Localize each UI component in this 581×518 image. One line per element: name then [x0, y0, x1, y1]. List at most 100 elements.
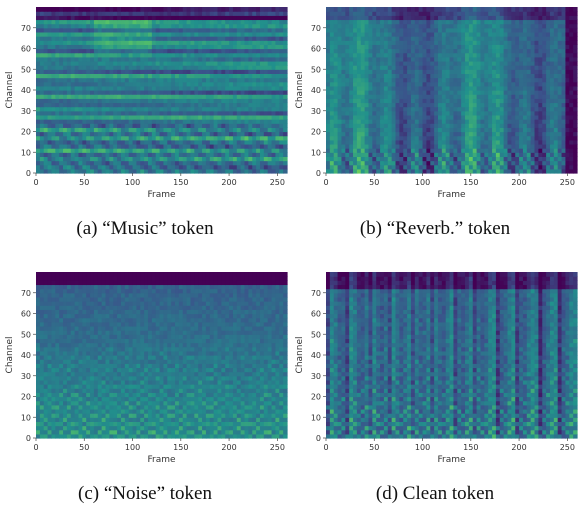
- heatmap-cell: [210, 73, 214, 78]
- heatmap-cell: [233, 90, 237, 95]
- heatmap-cell: [179, 156, 183, 161]
- heatmap-cell: [98, 98, 102, 103]
- heatmap-cell: [326, 136, 330, 141]
- heatmap-cell: [51, 49, 55, 54]
- heatmap-cell: [82, 148, 86, 153]
- heatmap-cell: [194, 136, 198, 141]
- heatmap-cell: [527, 102, 531, 107]
- heatmap-cell: [565, 148, 569, 153]
- heatmap-cell: [102, 61, 106, 66]
- heatmap-cell: [453, 61, 457, 66]
- heatmap-cell: [496, 61, 500, 66]
- heatmap-cell: [59, 86, 63, 91]
- heatmap-cell: [283, 123, 287, 128]
- heatmap-cell: [365, 49, 369, 54]
- heatmap-cell: [542, 78, 546, 83]
- heatmap-cell: [376, 165, 380, 170]
- heatmap-cell: [98, 119, 102, 124]
- heatmap-cell: [256, 19, 260, 24]
- heatmap-cell: [477, 132, 481, 137]
- heatmap-cell: [75, 61, 79, 66]
- heatmap-cell: [334, 152, 338, 157]
- heatmap-cell: [372, 65, 376, 70]
- heatmap-cell: [179, 65, 183, 70]
- heatmap-cell: [538, 57, 542, 62]
- heatmap-cell: [477, 69, 481, 74]
- heatmap-cell: [357, 86, 361, 91]
- heatmap-cell: [106, 169, 110, 174]
- heatmap-cell: [163, 11, 167, 16]
- heatmap-cell: [531, 86, 535, 91]
- heatmap-cell: [492, 32, 496, 37]
- heatmap-cell: [179, 11, 183, 16]
- heatmap-cell: [229, 53, 233, 58]
- heatmap-cell: [86, 82, 90, 87]
- heatmap-cell: [210, 11, 214, 16]
- heatmap-cell: [326, 94, 330, 99]
- heatmap-cell: [504, 24, 508, 29]
- heatmap-cell: [106, 140, 110, 145]
- heatmap-cell: [125, 53, 129, 58]
- heatmap-cell: [59, 40, 63, 45]
- heatmap-cell: [368, 152, 372, 157]
- heatmap-cell: [245, 40, 249, 45]
- heatmap-cell: [163, 94, 167, 99]
- heatmap-cell: [515, 132, 519, 137]
- heatmap-cell: [268, 57, 272, 62]
- heatmap-cell: [469, 65, 473, 70]
- heatmap-cell: [248, 36, 252, 41]
- heatmap-cell: [210, 69, 214, 74]
- heatmap-cell: [167, 69, 171, 74]
- heatmap-cell: [117, 82, 121, 87]
- heatmap-cell: [264, 165, 268, 170]
- heatmap-cell: [504, 136, 508, 141]
- heatmap-cell: [365, 111, 369, 116]
- heatmap-cell: [565, 111, 569, 116]
- heatmap-cell: [457, 69, 461, 74]
- heatmap-cell: [194, 19, 198, 24]
- heatmap-cell: [399, 132, 403, 137]
- heatmap-cell: [450, 53, 454, 58]
- heatmap-cell: [171, 36, 175, 41]
- heatmap-cell: [117, 49, 121, 54]
- heatmap-cell: [558, 73, 562, 78]
- heatmap-cell: [477, 98, 481, 103]
- heatmap-cell: [75, 94, 79, 99]
- heatmap-cell: [148, 73, 152, 78]
- heatmap-cell: [349, 40, 353, 45]
- heatmap-cell: [71, 57, 75, 62]
- heatmap-cell: [361, 115, 365, 120]
- heatmap-cell: [194, 94, 198, 99]
- heatmap-cell: [194, 123, 198, 128]
- heatmap-cell: [163, 165, 167, 170]
- heatmap-cell: [198, 161, 202, 166]
- heatmap-cell: [217, 69, 221, 74]
- heatmap-cell: [106, 127, 110, 132]
- heatmap-cell: [133, 161, 137, 166]
- heatmap-cell: [519, 36, 523, 41]
- heatmap-cell: [457, 86, 461, 91]
- heatmap-cell: [86, 24, 90, 29]
- heatmap-cell: [241, 28, 245, 33]
- heatmap-cell: [136, 40, 140, 45]
- heatmap-cell: [341, 65, 345, 70]
- heatmap-cell: [144, 36, 148, 41]
- heatmap-cell: [388, 152, 392, 157]
- heatmap-cell: [44, 53, 48, 58]
- heatmap-cell: [117, 53, 121, 58]
- heatmap-cell: [202, 144, 206, 149]
- heatmap-cell: [237, 123, 241, 128]
- heatmap-cell: [183, 65, 187, 70]
- heatmap-cell: [457, 82, 461, 87]
- heatmap-cell: [527, 169, 531, 174]
- heatmap-cell: [152, 107, 156, 112]
- heatmap-cell: [86, 136, 90, 141]
- heatmap-cell: [71, 98, 75, 103]
- heatmap-cell: [113, 69, 117, 74]
- heatmap-cell: [384, 44, 388, 49]
- heatmap-cell: [268, 65, 272, 70]
- heatmap-cell: [44, 11, 48, 16]
- heatmap-cell: [349, 98, 353, 103]
- heatmap-cell: [148, 102, 152, 107]
- heatmap-cell: [140, 123, 144, 128]
